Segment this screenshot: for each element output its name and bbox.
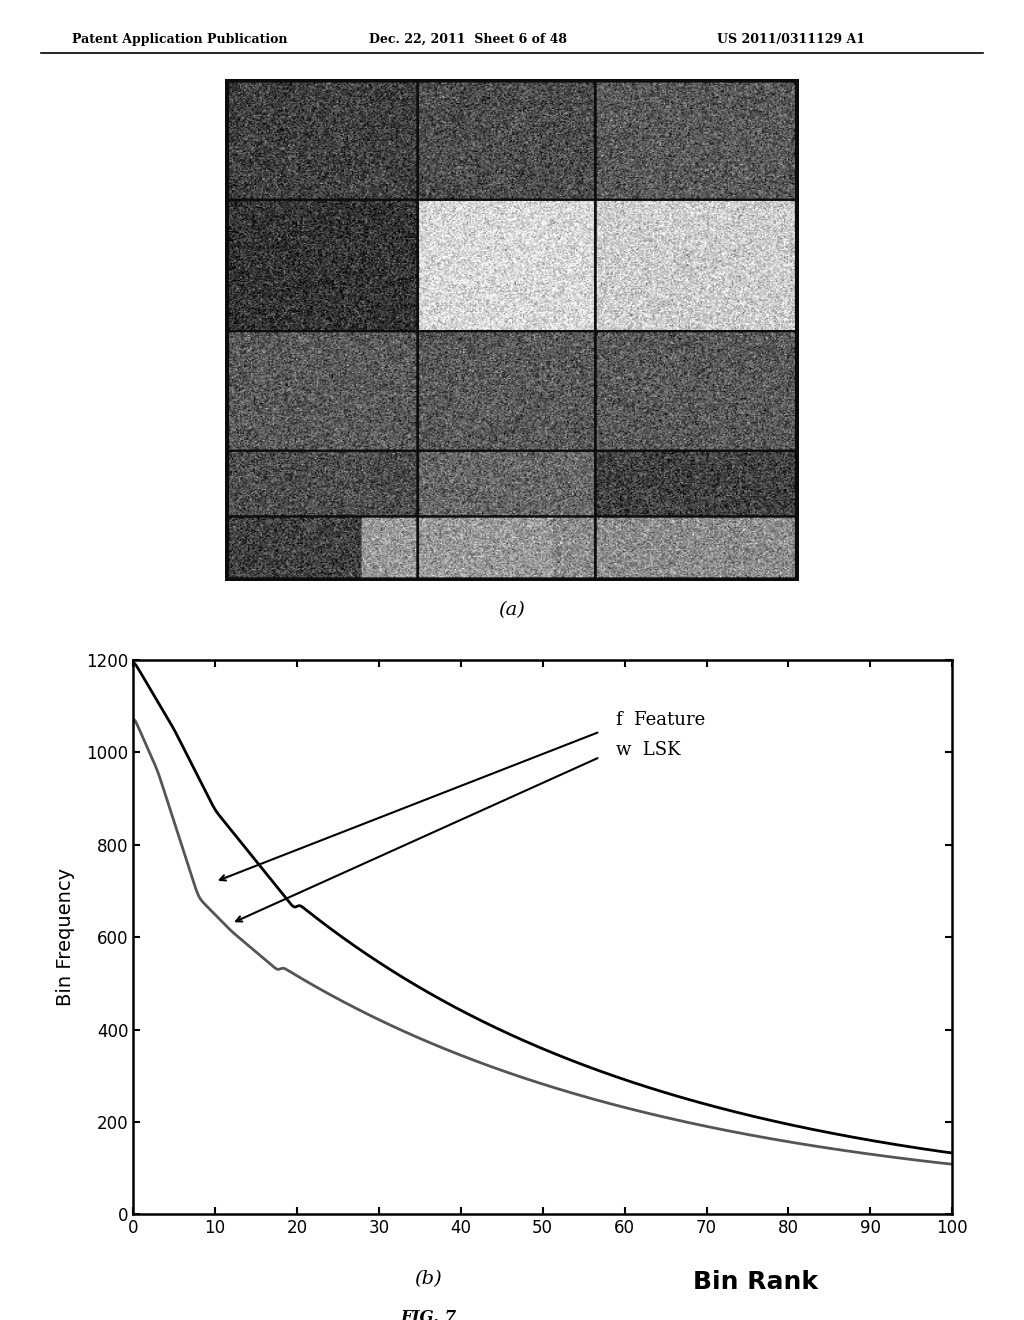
Text: (a): (a) [499, 601, 525, 619]
Text: w  LSK: w LSK [616, 741, 681, 759]
Text: FIG. 7: FIG. 7 [400, 1308, 456, 1320]
Text: Patent Application Publication: Patent Application Publication [72, 33, 287, 46]
Y-axis label: Bin Frequency: Bin Frequency [56, 869, 75, 1006]
Text: US 2011/0311129 A1: US 2011/0311129 A1 [717, 33, 865, 46]
Text: Dec. 22, 2011  Sheet 6 of 48: Dec. 22, 2011 Sheet 6 of 48 [369, 33, 566, 46]
Text: f  Feature: f Feature [616, 711, 706, 729]
Text: Bin Rank: Bin Rank [693, 1270, 818, 1294]
Text: (b): (b) [414, 1270, 442, 1288]
